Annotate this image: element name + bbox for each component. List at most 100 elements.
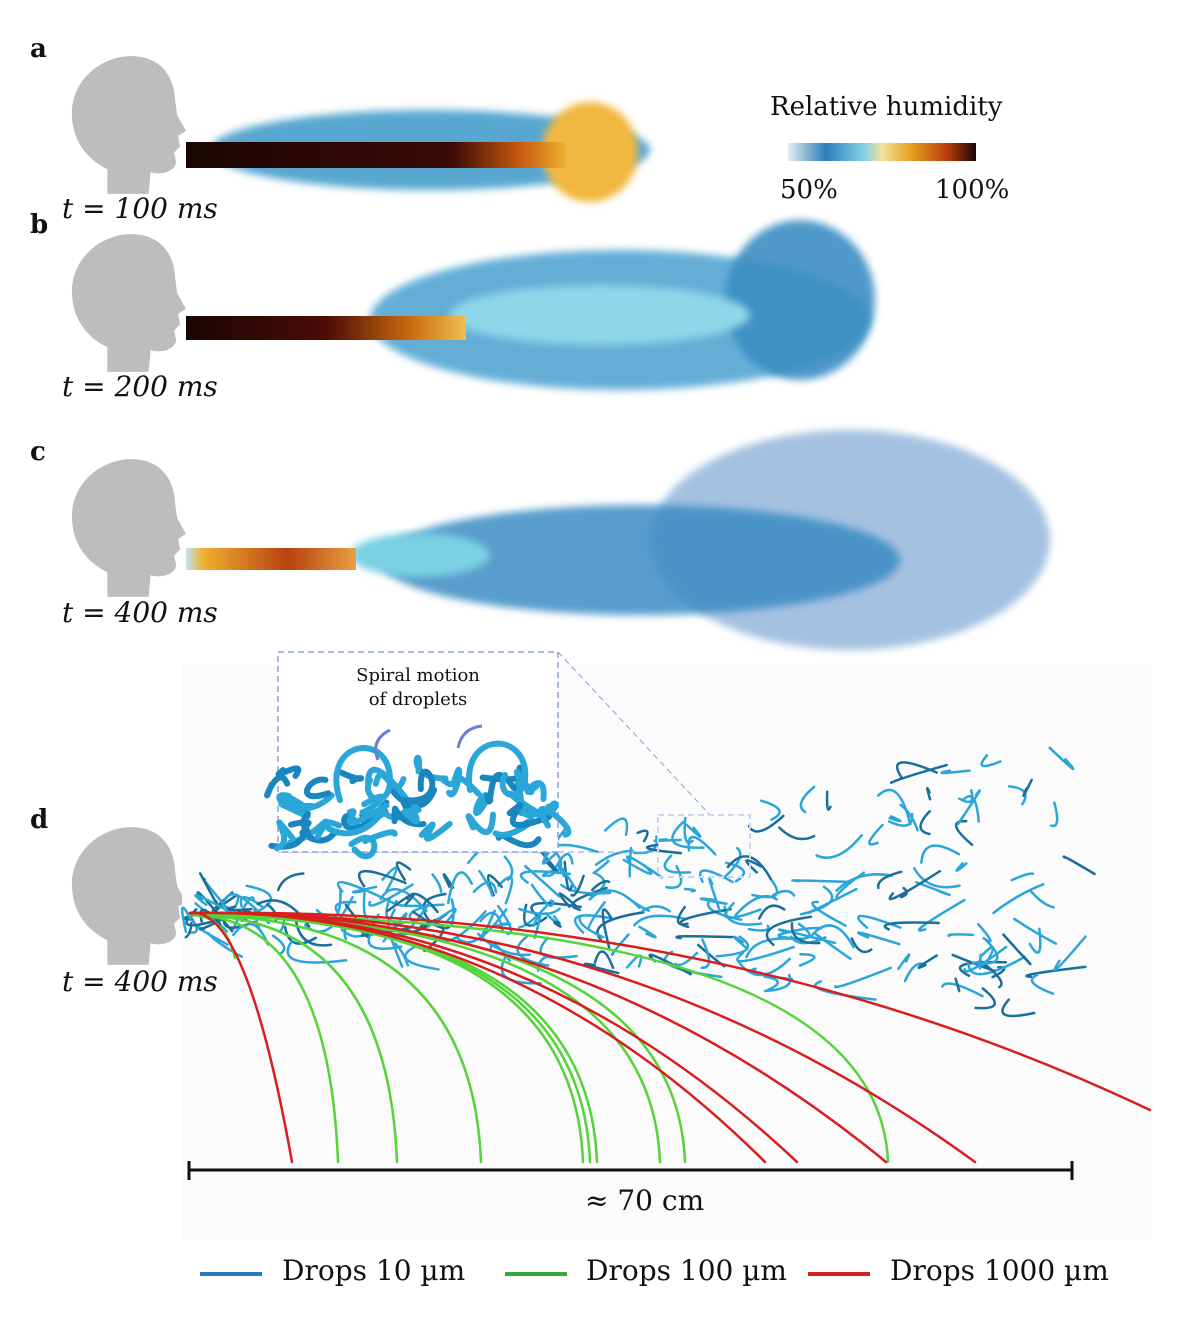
drop-10um-path [199, 908, 222, 926]
drop-10um-path [926, 786, 932, 801]
drop-10um-path [967, 956, 1025, 976]
large-drop-trajectories [188, 911, 1152, 1164]
drop-10um-path [1013, 917, 1058, 945]
drop-10um-path [286, 940, 348, 964]
inset-droplet-path [506, 802, 552, 828]
colorbar-min-label: 50% [780, 175, 838, 205]
drop-10um-path [683, 887, 696, 893]
drop-10um-path [963, 945, 1008, 973]
drop-10um-path [1022, 778, 1033, 798]
drop-10um-path [1025, 965, 1087, 979]
drop-10um-path [699, 897, 728, 905]
drop-10um-path [442, 873, 455, 889]
drop-10um-path [588, 889, 641, 909]
drop-10um-path [206, 931, 243, 958]
drop-10um-path [404, 945, 440, 971]
drop-10um-path [283, 925, 317, 945]
drop-10um-path [920, 844, 961, 864]
drop-10um-path [980, 754, 1002, 768]
drop-10um-path [570, 874, 585, 897]
drop-10um-path [560, 883, 612, 895]
drop-10um-path [897, 953, 911, 971]
drop-10um-path [734, 894, 778, 917]
inset-spiral-loop [333, 745, 394, 803]
inset-caption-line2: of droplets [368, 689, 468, 710]
inset-droplet-path [418, 820, 453, 842]
colorbar-max-label: 100% [935, 175, 1010, 205]
drop-10um-path [1002, 933, 1032, 966]
drop-10um-path [732, 935, 749, 950]
drop-10um-path [955, 819, 974, 847]
drop-10um-path [665, 865, 683, 889]
time-label-c: t = 400 ms [62, 596, 218, 629]
drop-10um-path [198, 872, 219, 906]
drop-10um-path [683, 816, 694, 844]
drop-10um-path [825, 790, 832, 811]
drop-1000um-trajectory [188, 911, 977, 1164]
inset-droplet-path [287, 811, 312, 829]
drop-10um-path [876, 788, 912, 826]
drop-10um-path [722, 846, 742, 879]
head-silhouette-a [71, 56, 186, 194]
drop-10um-path [675, 934, 734, 940]
drop-10um-path [625, 855, 664, 879]
drop-10um-path [954, 977, 961, 993]
drop-10um-path [917, 954, 938, 969]
drop-10um-path [408, 904, 431, 924]
drop-10um-path [736, 945, 795, 963]
drop-10um-path [811, 900, 847, 927]
drop-10um-path [790, 935, 827, 945]
zoom-region-box [657, 814, 751, 878]
inset-droplet-path [321, 810, 385, 837]
drop-10um-path [751, 877, 779, 899]
inset-droplet-path [398, 768, 436, 804]
drop-10um-path [194, 893, 229, 912]
drop-10um-path [593, 950, 615, 970]
inset-spiral-loop [466, 740, 529, 798]
inset-droplet-path [264, 774, 291, 799]
drop-10um-path [914, 880, 951, 897]
drop-10um-path [758, 904, 786, 920]
inset-droplet-path [348, 834, 378, 860]
drop-10um-path [815, 833, 864, 859]
drop-10um-path [594, 849, 634, 867]
inset-droplet-path [465, 811, 497, 836]
drop-10um-path [603, 817, 629, 836]
drop-10um-path [724, 901, 762, 920]
inset-droplet-path [338, 769, 365, 785]
humidity-plume-c [186, 430, 1050, 650]
drop-10um-path [799, 885, 834, 916]
drop-10um-path [876, 870, 903, 890]
drop-10um-path [747, 924, 770, 932]
drop-10um-path [868, 823, 884, 846]
head-silhouette-b [71, 234, 186, 372]
drop-10um-path [583, 962, 620, 975]
drop-10um-path [799, 785, 816, 814]
spiral-arrow-icon [456, 724, 483, 749]
drop-100um-trajectory [188, 913, 340, 1164]
drop-10um-path [558, 892, 578, 908]
inset-caption-line1: Spiral motion [356, 665, 480, 686]
drop-10um-path [519, 870, 572, 884]
drop-10um-path [765, 973, 792, 993]
drop-10um-path [578, 915, 605, 939]
drop-10um-path [887, 812, 914, 827]
time-label-b: t = 200 ms [62, 370, 218, 403]
drop-1000um-trajectory [188, 911, 294, 1164]
drop-10um-path [835, 873, 894, 892]
panel-label-b: b [30, 210, 49, 240]
drop-10um-path [472, 881, 498, 894]
drop-10um-path [919, 810, 931, 836]
drop-10um-path [276, 872, 305, 892]
drop-10um-path [895, 761, 938, 780]
drop-10um-path [947, 933, 975, 938]
drop-10um-path [745, 859, 762, 874]
drop-10um-path [976, 922, 992, 943]
drop-10um-path [591, 880, 611, 892]
drop-10um-path [411, 910, 451, 930]
drop-10um-path [351, 885, 378, 894]
drop-10um-path [899, 886, 908, 899]
drop-10um-path [395, 861, 412, 882]
drop-10um-path [834, 966, 893, 989]
drop-10um-path [358, 869, 407, 888]
